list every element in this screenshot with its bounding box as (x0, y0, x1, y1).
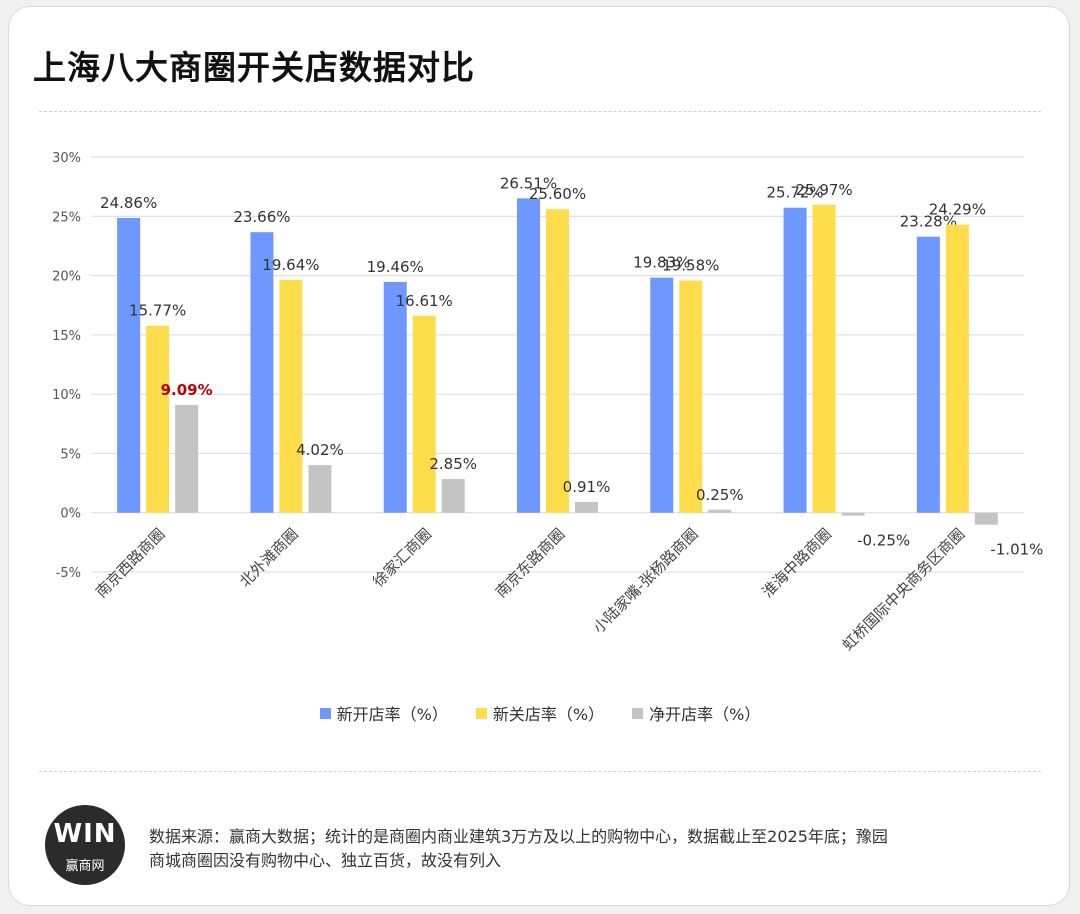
bar-series-0 (916, 236, 940, 513)
legend-label-new-close: 新关店率（%） (492, 705, 605, 724)
data-label: 0.25% (696, 486, 744, 504)
category-label: 南京西路商圈 (92, 525, 168, 601)
data-label: 19.58% (662, 257, 719, 275)
bar-series-1 (412, 315, 436, 513)
bar-series-1 (279, 279, 303, 513)
data-label: 2.85% (429, 455, 477, 473)
bar-series-0 (117, 217, 141, 513)
source-note: 数据来源：赢商大数据；统计的是商圈内商业建筑3万方及以上的购物中心，数据截止至2… (149, 827, 888, 870)
data-label: 25.60% (529, 185, 586, 203)
data-label: 15.77% (129, 302, 186, 320)
bar-series-2 (841, 512, 865, 516)
bar-series-1 (812, 204, 836, 513)
bottom-divider (39, 771, 1041, 772)
legend-item-new-close: 新关店率（%） (475, 701, 605, 725)
data-label: 25.72% (766, 184, 823, 202)
bar-series-0 (517, 198, 540, 513)
y-tick-label: 25% (52, 210, 81, 225)
category-label: 淮海中路商圈 (759, 525, 835, 601)
bar-series-0 (250, 232, 274, 513)
data-label: 9.09% (161, 381, 213, 399)
data-label: -0.25% (857, 532, 910, 550)
y-tick-label: -5% (56, 566, 81, 581)
y-tick-label: 15% (52, 329, 81, 344)
category-label: 南京东路商圈 (492, 525, 568, 601)
data-label: -1.01% (990, 541, 1043, 559)
legend-swatch-new-open (319, 707, 331, 719)
brand-logo: WIN 赢商网 (45, 805, 125, 885)
data-label: 24.86% (100, 194, 157, 212)
data-label: 4.02% (296, 441, 344, 459)
bar-series-2 (575, 501, 598, 513)
legend-swatch-net-open (632, 707, 644, 719)
y-tick-label: 5% (60, 447, 81, 462)
data-label: 23.66% (233, 208, 290, 226)
bar-series-0 (650, 277, 674, 513)
category-label: 北外滩商圈 (236, 525, 302, 591)
y-tick-label: 10% (52, 388, 81, 403)
legend-label-new-open: 新开店率（%） (336, 705, 448, 724)
logo-text: 赢商网 (65, 859, 105, 874)
data-label: 26.51% (500, 174, 557, 192)
legend-item-net-open: 净开店率（%） (632, 701, 760, 725)
category-label: 小陆家嘴-张杨路商圈 (590, 525, 702, 637)
bar-chart: -5% 0% 5% 10% 15% 20% 25% 30% 24.86% 23.66% 19.46%… (52, 151, 1043, 654)
chart-legend: 新开店率（%） 新关店率（%） 净开店率（%） (9, 701, 1069, 725)
data-label: 19.64% (262, 256, 319, 274)
legend-label-net-open: 净开店率（%） (649, 705, 761, 724)
y-tick-label: 30% (52, 151, 81, 166)
legend-swatch-new-close (475, 707, 487, 719)
bar-series-2 (175, 404, 199, 513)
chart-card: 上海八大商圈开关店数据对比 -5% 0% 5% 10% 15% 20% 25% 30% 24.8… (8, 6, 1070, 906)
bar-series-2 (974, 512, 998, 525)
bar-series-1 (146, 325, 170, 513)
data-label: 16.61% (396, 292, 453, 310)
bar-series-2 (308, 465, 332, 513)
page-title: 上海八大商圈开关店数据对比 (33, 48, 475, 87)
y-tick-label: 0% (60, 507, 81, 522)
data-label: 19.83% (633, 254, 690, 272)
bar-series-0 (783, 207, 807, 513)
bar-series-2 (708, 509, 732, 513)
top-divider (39, 111, 1041, 112)
legend-item-new-open: 新开店率（%） (319, 701, 448, 725)
y-tick-label: 20% (52, 270, 81, 285)
logo-mark: WIN (53, 819, 117, 849)
bar-series-2 (441, 478, 465, 513)
bar-series-1 (945, 224, 969, 513)
data-label: 25.97% (795, 181, 852, 199)
data-label: 19.46% (367, 258, 424, 276)
data-label: 0.91% (563, 478, 611, 496)
data-label: 23.28% (900, 213, 957, 231)
bar-series-0 (383, 281, 407, 513)
category-label: 徐家汇商圈 (369, 525, 435, 591)
data-label: 24.29% (929, 201, 986, 219)
bar-series-1 (546, 209, 569, 513)
bar-series-1 (679, 280, 703, 513)
